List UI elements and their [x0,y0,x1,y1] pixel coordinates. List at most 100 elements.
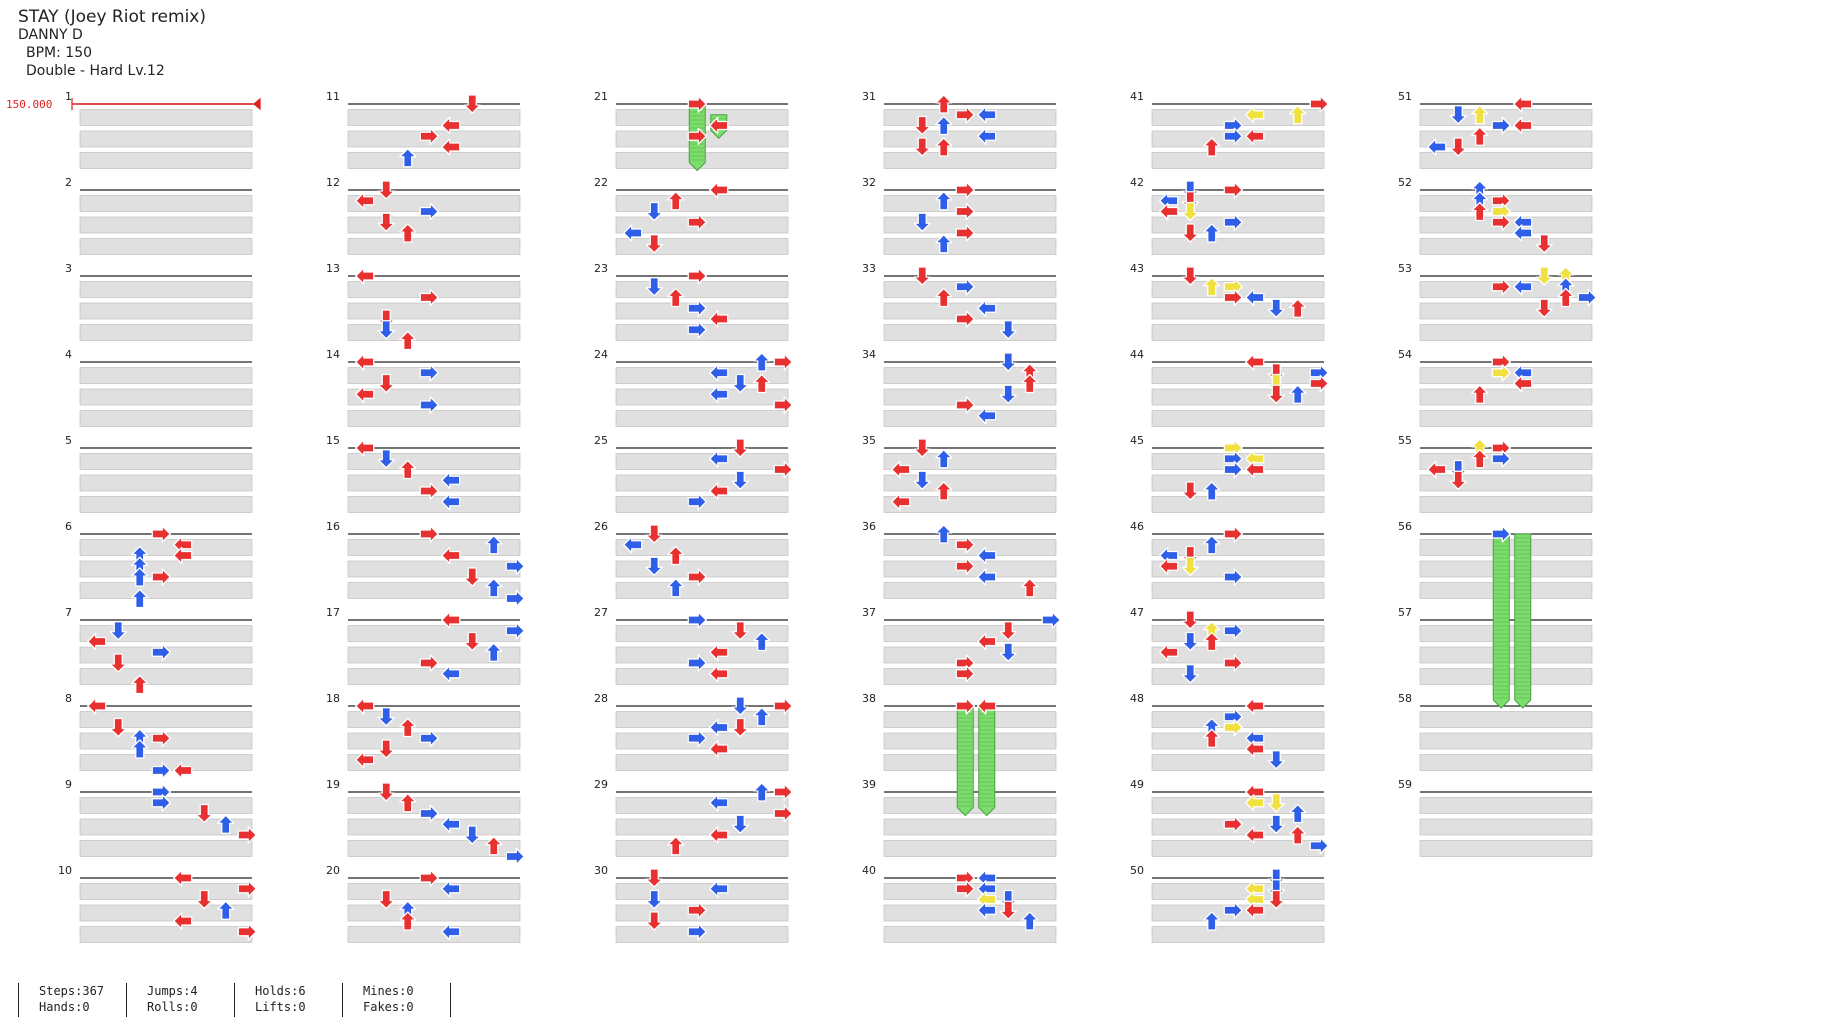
beat-band [1419,474,1593,492]
arrow-right-icon [1223,460,1243,479]
beat-band [1151,539,1325,556]
arrow-note-left [87,697,107,715]
beat-band [883,818,1057,836]
arrow-note-left [709,364,729,382]
beat-band [1419,130,1593,148]
arrow-right-icon [687,568,707,586]
hold-note [1492,533,1510,709]
arrow-right-icon [1491,278,1511,296]
arrow-note-left [441,471,461,489]
arrow-up-icon [485,642,503,662]
arrow-note-left [1513,95,1533,113]
arrow-left-icon [977,546,997,565]
beat-band [1151,324,1325,341]
arrow-right-icon [505,622,525,640]
arrow-left-icon [1245,794,1265,812]
arrow-up-icon [1289,803,1307,824]
arrow-left-icon [441,493,461,511]
beat-band [1151,496,1325,513]
arrow-right-icon [955,202,975,221]
arrow-note-down [645,556,663,576]
arrow-right-icon [1309,837,1329,855]
beat-band [883,130,1057,148]
arrow-left-icon [623,536,643,554]
stat-steps: Steps:367 [39,984,105,998]
arrow-note-down [1267,384,1285,404]
beat-band [615,582,789,599]
arrow-note-left [1245,288,1265,307]
arrow-note-up [1289,105,1307,125]
beat-band [883,496,1057,513]
arrow-note-up [399,717,417,738]
arrow-note-left [977,901,997,919]
arrow-down-icon [1181,481,1199,501]
arrow-right-icon [237,826,257,844]
beat-band [1419,388,1593,406]
arrow-left-icon [173,912,193,930]
beat-band [883,453,1057,470]
arrow-note-left [623,224,643,242]
arrow-down-icon [913,212,931,232]
measure-6: 6 [65,520,253,599]
arrow-note-up [485,836,503,856]
beat-band [79,818,253,836]
arrow-down-icon [731,814,749,834]
arrow-note-right [687,611,707,629]
measure-number: 32 [862,176,876,189]
arrow-left-icon [355,353,375,371]
beat-band [79,130,253,148]
arrow-note-down [1181,266,1199,286]
arrow-note-left [709,116,729,135]
measure-number: 5 [65,434,72,447]
arrow-up-icon [1203,277,1221,297]
arrow-note-right [687,923,707,941]
beat-band [1151,195,1325,212]
arrow-note-right [955,665,975,683]
arrow-note-right [687,901,707,919]
arrow-note-left [1513,374,1533,393]
arrow-note-right [151,643,171,661]
arrow-note-left [1245,794,1265,812]
arrow-up-icon [131,739,149,759]
beat-band [79,109,253,126]
arrow-note-right [1223,288,1243,307]
arrow-note-down [1535,266,1553,286]
arrow-right-icon [687,127,707,145]
arrow-note-right [955,557,975,575]
measure-40: 40 [862,864,1057,943]
arrow-right-icon [1223,127,1243,145]
measure-27: 27 [594,606,789,685]
beat-band [79,883,253,900]
arrow-down-icon [999,384,1017,404]
beat-band [347,324,521,341]
arrow-note-down [1267,889,1285,910]
arrow-down-icon [731,717,749,738]
arrow-note-right [419,729,439,747]
arrow-note-down [1267,814,1285,834]
arrow-right-icon [1577,288,1597,307]
measure-number: 47 [1130,606,1144,619]
measure-1: 1 [65,90,253,169]
arrow-note-left [977,697,997,715]
measure-53: 53 [1398,262,1593,341]
measure-number: 56 [1398,520,1412,533]
arrow-right-icon [1223,181,1243,199]
arrow-down-icon [1181,631,1199,652]
stat-col-steps: Steps:367 Hands:0 [18,983,104,1017]
measure-number: 25 [594,434,608,447]
measure-8: 8 [65,692,253,771]
arrow-note-down [109,653,127,673]
arrow-note-left [623,536,643,554]
arrow-right-icon [237,880,257,898]
arrow-left-icon [977,407,997,425]
arrow-left-icon [891,460,911,479]
measure-24: 24 [594,348,789,427]
arrow-left-icon [709,718,729,737]
arrow-note-right [419,396,439,414]
measure-number: 23 [594,262,608,275]
arrow-note-down [377,707,395,727]
arrow-up-icon [935,234,953,254]
arrow-left-icon [709,385,729,403]
beat-band [347,711,521,728]
beat-band [1419,152,1593,169]
